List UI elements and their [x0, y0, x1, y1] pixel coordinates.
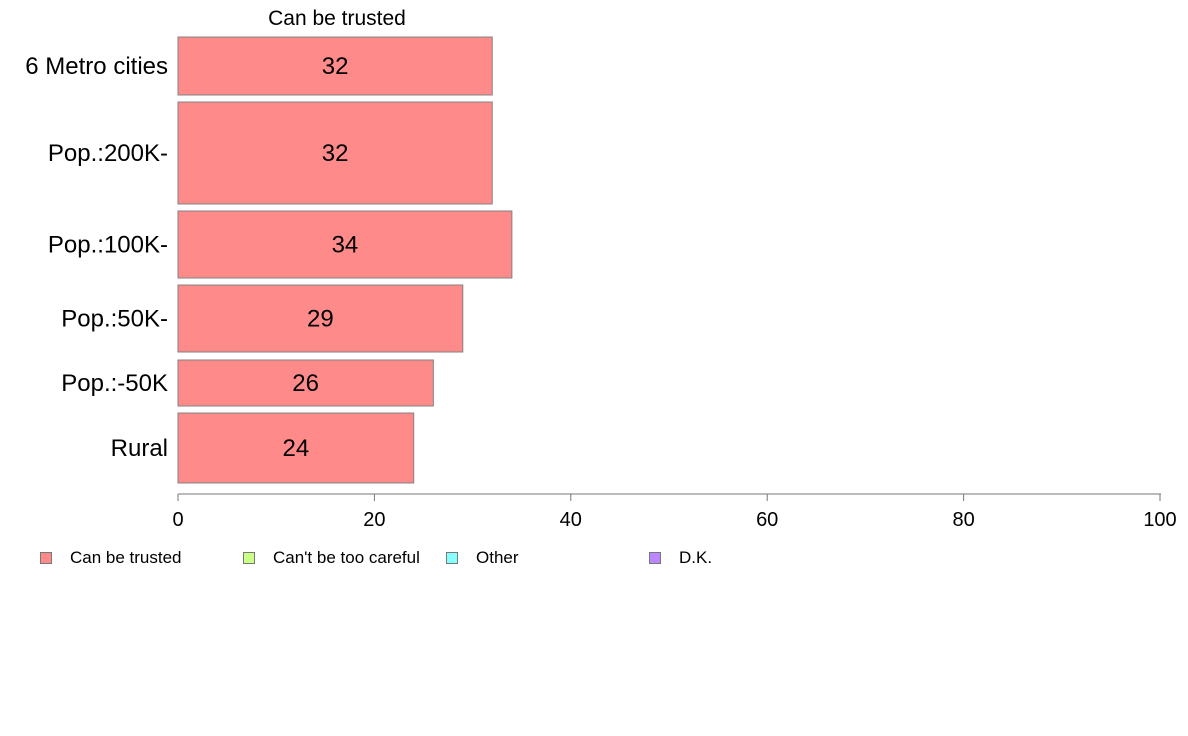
legend-swatch	[649, 552, 661, 564]
category-label: Pop.:-50K	[61, 370, 168, 397]
category-label: Pop.:200K-	[48, 140, 168, 167]
bar-value-label: 32	[322, 140, 349, 167]
bar	[177, 210, 513, 279]
bar	[177, 284, 464, 353]
x-tick-label: 0	[172, 509, 183, 531]
chart-title: Can be trusted	[268, 7, 406, 30]
legend-item-other: Other	[446, 547, 519, 569]
legend-item-can-be-trusted: Can be trusted	[40, 547, 182, 569]
category-labels: 6 Metro cities Pop.:200K- Pop.:100K- Pop.:5…	[25, 53, 168, 462]
legend-swatch	[40, 552, 52, 564]
x-axis: 0 20 40 60 80 100	[172, 493, 1177, 531]
category-label: Pop.:100K-	[48, 232, 168, 259]
category-label: 6 Metro cities	[25, 53, 168, 80]
legend-label: D.K.	[679, 548, 713, 567]
bar	[177, 101, 493, 205]
bar-value-label: 32	[322, 53, 349, 80]
legend-swatch	[446, 552, 458, 564]
legend: Can be trusted Can't be too careful Othe…	[0, 547, 1188, 569]
x-tick-label: 60	[756, 509, 778, 531]
legend-label: Can't be too careful	[273, 548, 420, 567]
legend-item-dk: D.K.	[649, 547, 712, 569]
bar	[177, 359, 434, 407]
bar-value-label: 26	[292, 370, 319, 397]
bar	[177, 412, 415, 484]
x-tick-label: 80	[952, 509, 974, 531]
x-tick-label: 40	[560, 509, 582, 531]
legend-label: Other	[476, 548, 519, 567]
legend-label: Can be trusted	[70, 548, 182, 567]
bar-value-label: 29	[307, 306, 334, 333]
legend-swatch	[243, 552, 255, 564]
bar-value-label: 24	[282, 435, 309, 462]
x-tick-label: 100	[1143, 509, 1176, 531]
x-tick-label: 20	[363, 509, 385, 531]
bar	[177, 36, 493, 96]
bars-group: 32 32 34 29 26 24	[177, 36, 513, 484]
legend-item-cant-be-too-careful: Can't be too careful	[243, 547, 420, 569]
bar-chart: Can be trusted 32 32 34 29 26 24 6 Metro citi…	[25, 7, 1177, 531]
bar-value-label: 34	[332, 232, 359, 259]
category-label: Rural	[111, 435, 168, 462]
category-label: Pop.:50K-	[61, 306, 168, 333]
